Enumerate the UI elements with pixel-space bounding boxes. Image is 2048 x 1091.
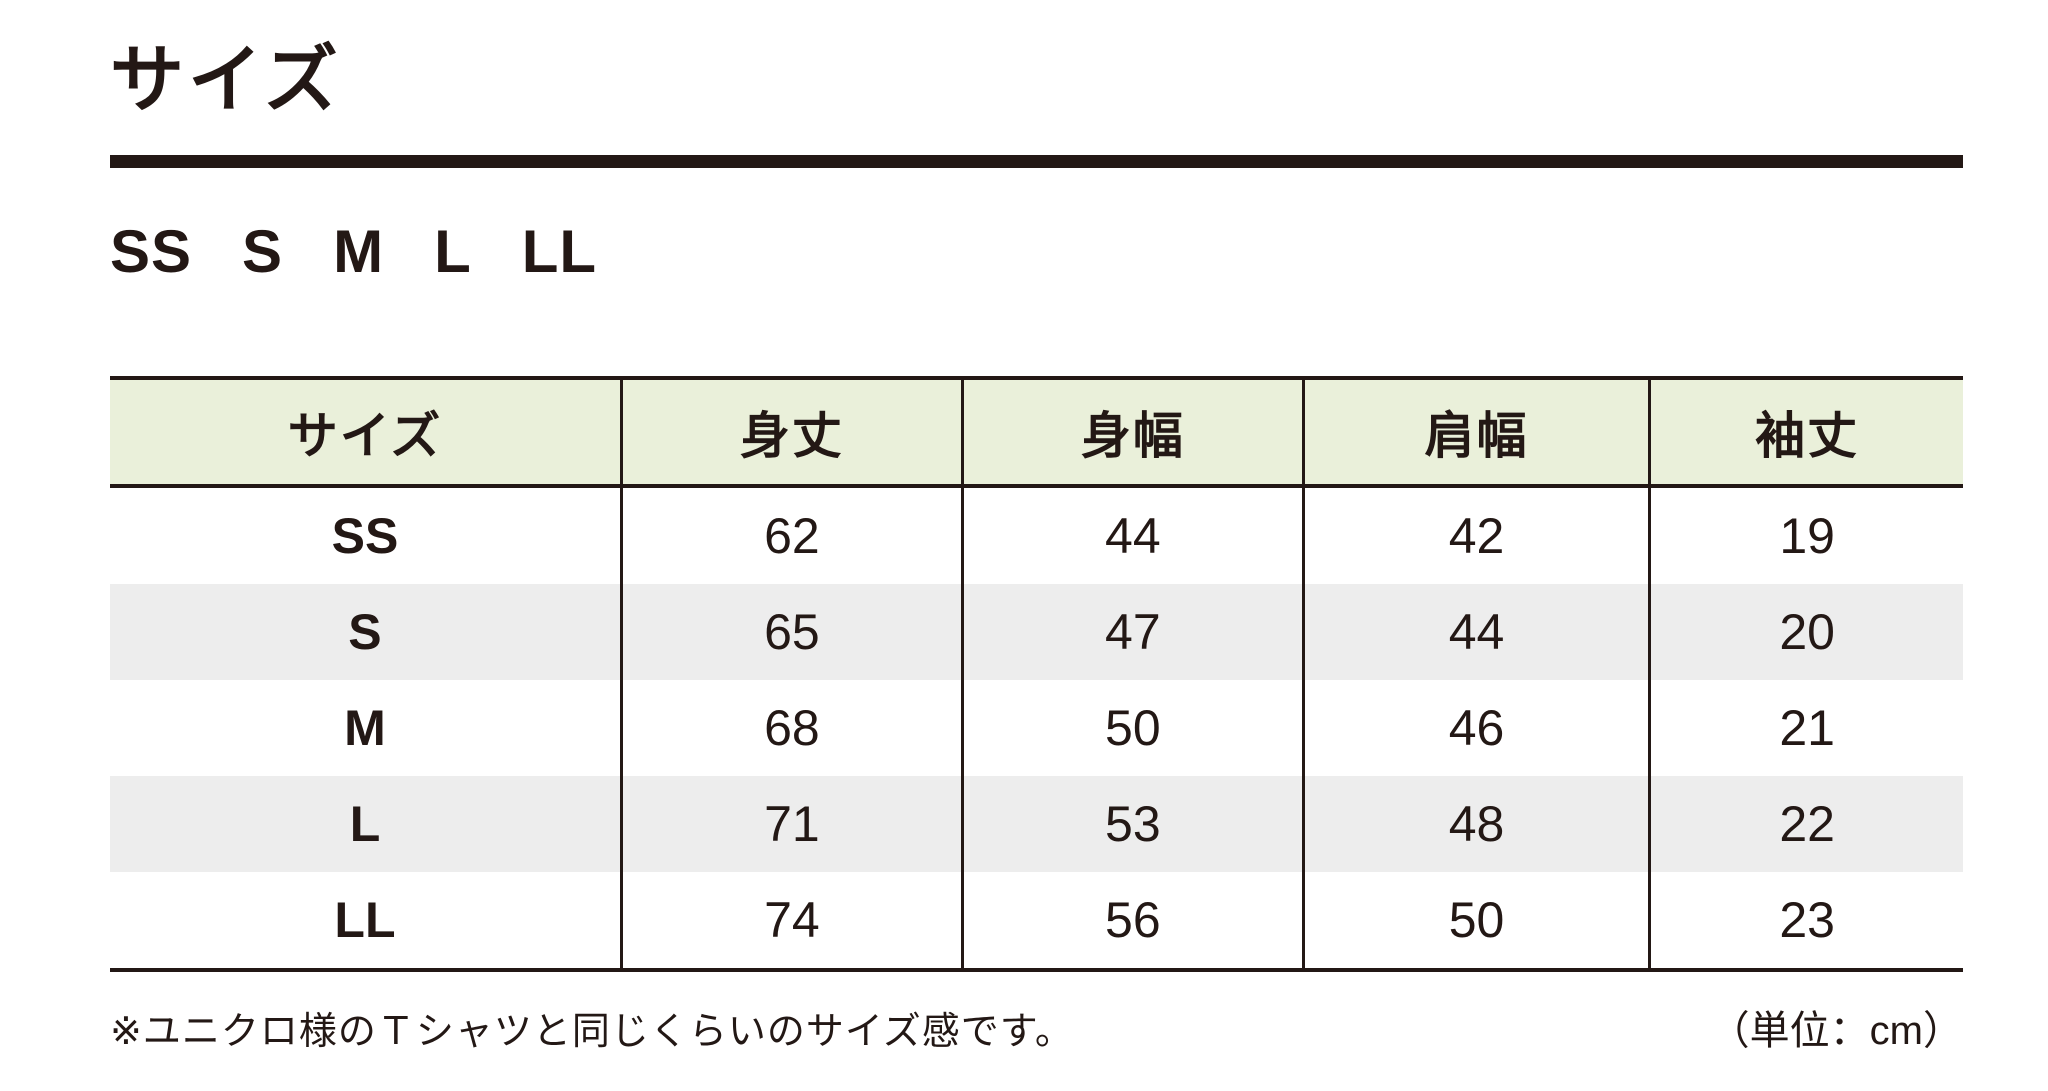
cell-sleeve-length: 23 (1648, 872, 1963, 970)
cell-sleeve-length: 20 (1648, 584, 1963, 680)
cell-size-label: LL (334, 892, 396, 948)
title-divider (110, 155, 1963, 168)
cell-body-length: 68 (619, 680, 963, 776)
header-cell-sleeve-length: 袖丈 (1648, 378, 1963, 488)
cell-sleeve-length: 19 (1648, 486, 1963, 584)
cell-body-width: 44 (960, 486, 1304, 584)
header-cell-size: サイズ (110, 378, 622, 488)
size-option-label: SS (110, 218, 193, 285)
cell-body-length: 62 (619, 486, 963, 584)
cell-size-label: M (344, 700, 386, 756)
size-option-label: M (333, 218, 385, 285)
table-row: LL 74 56 50 23 (110, 872, 1963, 970)
size-options-list: SS S M L LL (110, 222, 1963, 282)
header-cell-shoulder-width: 肩幅 (1301, 378, 1650, 488)
table-footer: ※ユニクロ様のＴシャツと同じくらいのサイズ感です。 （単位：cm） (110, 998, 1963, 1056)
cell-shoulder-width: 50 (1301, 872, 1650, 970)
footnote: ※ユニクロ様のＴシャツと同じくらいのサイズ感です。 (110, 1011, 1074, 1053)
cell-shoulder-width: 42 (1301, 486, 1650, 584)
page-title: サイズ (110, 38, 342, 121)
cell-body-width: 53 (960, 776, 1304, 872)
cell-size-label: SS (331, 508, 399, 564)
cell-shoulder-width: 48 (1301, 776, 1650, 872)
table-row: SS 62 44 42 19 (110, 486, 1963, 584)
cell-sleeve-length: 21 (1648, 680, 1963, 776)
header-cell-body-length: 身丈 (619, 378, 963, 488)
cell-shoulder-width: 44 (1301, 584, 1650, 680)
cell-size-label: L (349, 796, 381, 852)
table-row: S 65 47 44 20 (110, 584, 1963, 680)
cell-body-width: 47 (960, 584, 1304, 680)
table-row: L 71 53 48 22 (110, 776, 1963, 872)
cell-size-label: S (348, 604, 382, 660)
size-option-label: L (434, 218, 472, 285)
cell-body-width: 50 (960, 680, 1304, 776)
cell-shoulder-width: 46 (1301, 680, 1650, 776)
table-row: M 68 50 46 21 (110, 680, 1963, 776)
cell-body-length: 74 (619, 872, 963, 970)
header-cell-body-width: 身幅 (960, 378, 1304, 488)
size-option-label: LL (521, 218, 598, 285)
cell-sleeve-length: 22 (1648, 776, 1963, 872)
cell-body-length: 71 (619, 776, 963, 872)
size-table-body: SS 62 44 42 19 S 65 47 44 20 M 68 50 46 … (110, 486, 1963, 970)
cell-body-width: 56 (960, 872, 1304, 970)
size-table: サイズ 身丈 身幅 肩幅 袖丈 SS 62 44 42 19 S 65 47 4… (110, 376, 1963, 972)
unit-note: （単位：cm） (1709, 1009, 1963, 1053)
table-header-row: サイズ 身丈 身幅 肩幅 袖丈 (110, 378, 1963, 488)
cell-body-length: 65 (619, 584, 963, 680)
size-option-label: S (242, 218, 284, 285)
